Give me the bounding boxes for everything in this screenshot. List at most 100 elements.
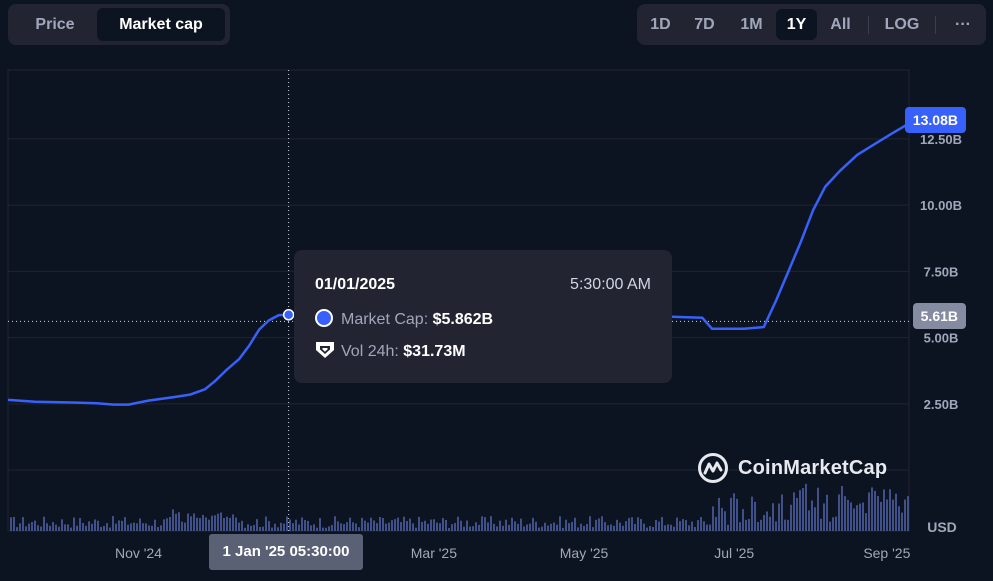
volume-bar bbox=[379, 516, 381, 531]
volume-bar bbox=[376, 523, 378, 531]
x-tick-label: May '25 bbox=[560, 545, 609, 561]
volume-bar bbox=[325, 527, 327, 531]
volume-bar bbox=[763, 515, 765, 531]
volume-bar bbox=[397, 517, 399, 531]
y-tick-label: 10.00B bbox=[920, 198, 962, 213]
volume-bar bbox=[802, 488, 804, 531]
volume-bar bbox=[310, 525, 312, 531]
volume-bar bbox=[94, 519, 96, 531]
volume-bar bbox=[58, 526, 60, 531]
volume-bar bbox=[865, 513, 867, 531]
volume-bar bbox=[124, 517, 126, 531]
volume-bar bbox=[559, 516, 561, 531]
y-tick-label: 12.50B bbox=[920, 132, 962, 147]
volume-bar bbox=[652, 526, 654, 531]
volume-bar bbox=[211, 515, 213, 531]
x-tick-label: Sep '25 bbox=[863, 545, 910, 561]
volume-bar bbox=[451, 524, 453, 531]
range-1y-button[interactable]: 1Y bbox=[776, 9, 817, 40]
volume-bar bbox=[67, 524, 69, 531]
volume-bar bbox=[457, 516, 459, 531]
volume-bar bbox=[370, 517, 372, 531]
volume-bar bbox=[337, 521, 339, 531]
volume-bar bbox=[772, 503, 774, 531]
volume-bar bbox=[706, 524, 708, 531]
volume-bar bbox=[226, 516, 228, 531]
more-options-button[interactable]: ··· bbox=[955, 16, 971, 33]
market-cap-tab[interactable]: Market cap bbox=[97, 8, 225, 41]
volume-bar bbox=[850, 502, 852, 531]
tooltip-volume-value: $31.73M bbox=[403, 343, 466, 360]
volume-bar bbox=[643, 523, 645, 531]
volume-bar bbox=[193, 513, 195, 531]
volume-bar bbox=[664, 525, 666, 531]
volume-bar bbox=[757, 522, 759, 531]
volume-bar bbox=[493, 523, 495, 531]
volume-bar bbox=[46, 523, 48, 531]
volume-bar bbox=[523, 526, 525, 531]
volume-bar bbox=[748, 518, 750, 531]
volume-bar bbox=[82, 522, 84, 531]
volume-bar bbox=[703, 521, 705, 531]
log-scale-button[interactable]: LOG bbox=[884, 16, 920, 33]
volume-bar bbox=[817, 487, 819, 531]
range-7d-button[interactable]: 7D bbox=[694, 16, 715, 33]
volume-bar bbox=[853, 508, 855, 531]
y-tick-label: 2.50B bbox=[924, 397, 959, 412]
volume-bar bbox=[874, 490, 876, 531]
price-tab[interactable]: Price bbox=[35, 16, 75, 33]
volume-bar bbox=[49, 525, 51, 531]
volume-bar bbox=[439, 523, 441, 531]
volume-bar bbox=[880, 501, 882, 531]
last-value-tag: 13.08B bbox=[904, 107, 966, 133]
hover-value-tag: 5.61B bbox=[912, 303, 966, 329]
volume-bar bbox=[34, 520, 36, 531]
x-tick-label: Mar '25 bbox=[411, 545, 457, 561]
volume-bar bbox=[574, 517, 576, 531]
volume-bar bbox=[619, 522, 621, 531]
volume-bar bbox=[781, 494, 783, 531]
volume-bar bbox=[691, 521, 693, 531]
y-tick-label: 7.50B bbox=[924, 264, 959, 279]
volume-bar bbox=[778, 503, 780, 531]
volume-bar bbox=[271, 527, 273, 531]
volume-bar bbox=[526, 524, 528, 531]
volume-bar bbox=[793, 492, 795, 531]
volume-bar bbox=[436, 522, 438, 531]
volume-bar bbox=[478, 524, 480, 531]
volume-bar bbox=[814, 507, 816, 531]
volume-bar bbox=[535, 521, 537, 531]
volume-bar bbox=[196, 517, 198, 531]
volume-bar bbox=[121, 520, 123, 531]
volume-bar bbox=[592, 527, 594, 531]
volume-bar bbox=[694, 527, 696, 531]
volume-bar bbox=[556, 524, 558, 531]
range-1d-button[interactable]: 1D bbox=[650, 16, 671, 33]
range-1m-button[interactable]: 1M bbox=[740, 16, 763, 33]
volume-bar bbox=[202, 514, 204, 531]
volume-bar bbox=[889, 489, 891, 531]
volume-bar bbox=[628, 517, 630, 531]
volume-bar bbox=[382, 517, 384, 531]
volume-bar bbox=[127, 524, 129, 531]
volume-bar bbox=[862, 502, 864, 531]
volume-bar bbox=[868, 492, 870, 531]
range-all-button[interactable]: All bbox=[830, 16, 851, 33]
volume-bar bbox=[373, 520, 375, 531]
volume-bar bbox=[76, 525, 78, 531]
volume-bar bbox=[115, 523, 117, 531]
volume-bar bbox=[904, 499, 906, 531]
volume-bar bbox=[175, 513, 177, 531]
volume-bar bbox=[481, 516, 483, 531]
volume-bar bbox=[244, 527, 246, 531]
volume-bar bbox=[265, 516, 267, 531]
volume-bar bbox=[235, 517, 237, 531]
volume-bar bbox=[697, 520, 699, 531]
volume-bar bbox=[217, 513, 219, 531]
volume-bar bbox=[214, 515, 216, 531]
volume-bar bbox=[760, 519, 762, 531]
tooltip-volume-row: Vol 24h: $31.73M bbox=[315, 341, 466, 361]
volume-bar bbox=[427, 523, 429, 531]
volume-bar bbox=[418, 516, 420, 531]
